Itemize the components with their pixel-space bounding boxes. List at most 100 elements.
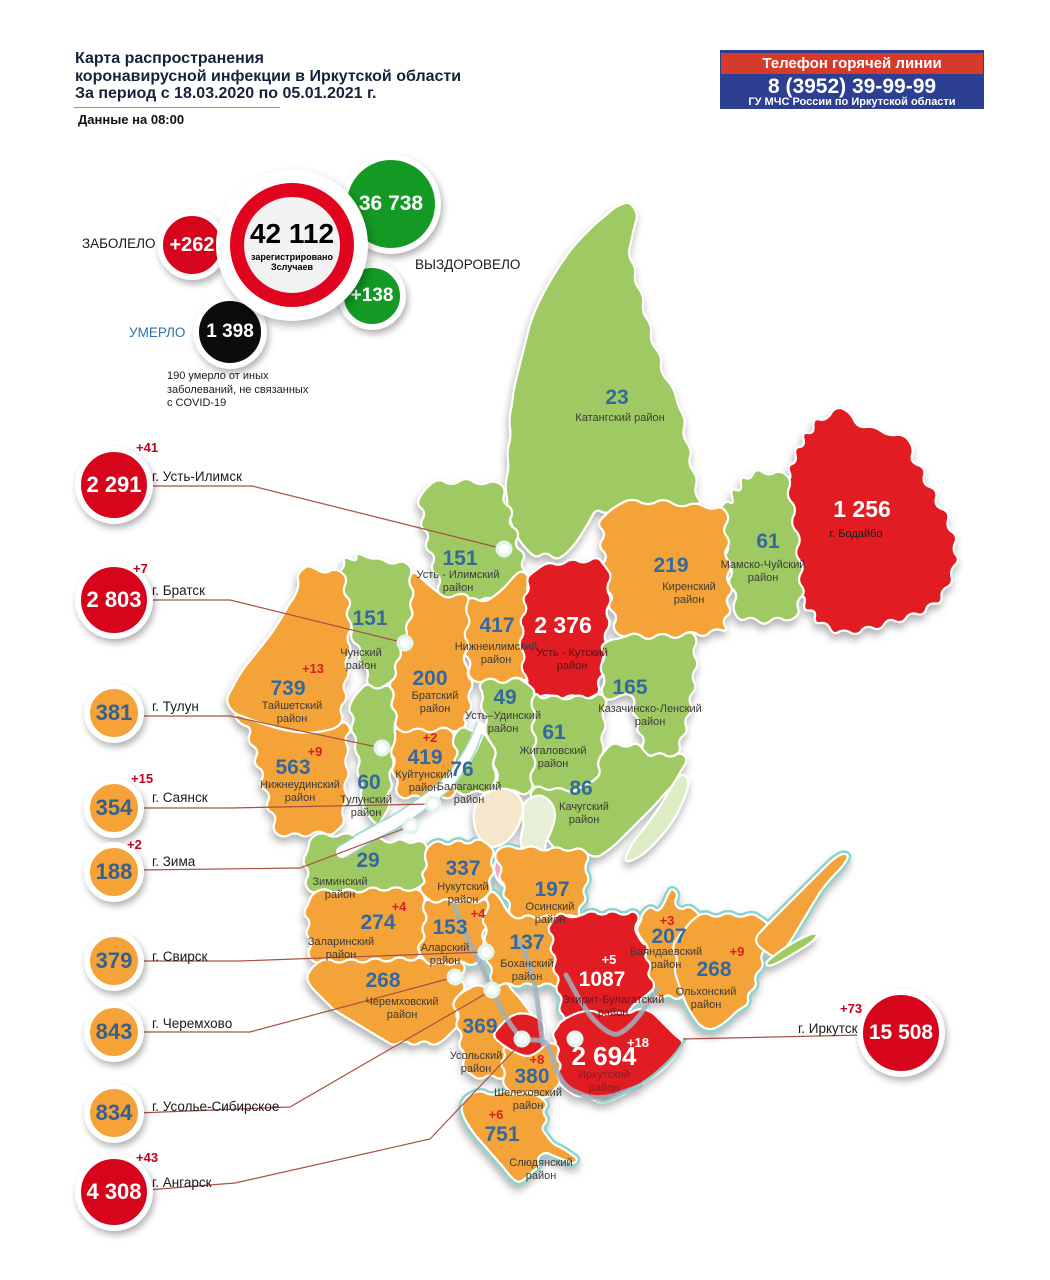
svg-text:район: район: [635, 716, 666, 728]
svg-text:район: район: [691, 999, 722, 1011]
svg-text:Качугский: Качугский: [559, 801, 609, 813]
svg-text:Иркутский: Иркутский: [578, 1069, 630, 1081]
svg-text:61: 61: [756, 530, 780, 553]
svg-text:165: 165: [612, 676, 647, 699]
svg-text:Балаганский: Балаганский: [437, 781, 501, 793]
svg-text:219: 219: [653, 554, 688, 577]
svg-text:Баяндаевский: Баяндаевский: [630, 946, 702, 958]
svg-text:Слюдянский: Слюдянский: [509, 1157, 572, 1169]
svg-text:Аларский: Аларский: [421, 942, 470, 954]
svg-text:район: район: [512, 971, 543, 983]
svg-text:Жигаловский: Жигаловский: [519, 745, 586, 757]
svg-text:район: район: [461, 1063, 492, 1075]
svg-text:+3: +3: [660, 913, 675, 928]
svg-text:2 376: 2 376: [534, 612, 592, 638]
svg-text:739: 739: [270, 677, 305, 700]
svg-text:151: 151: [352, 607, 387, 630]
svg-text:г. Бодайбо: г. Бодайбо: [830, 528, 883, 540]
svg-text:2 694: 2 694: [571, 1041, 637, 1071]
svg-text:район: район: [454, 794, 485, 806]
svg-text:29: 29: [356, 849, 379, 872]
svg-text:268: 268: [365, 969, 400, 992]
svg-text:Нукутский: Нукутский: [437, 881, 488, 893]
svg-text:Катангский район: Катангский район: [575, 412, 664, 424]
svg-text:207: 207: [651, 925, 686, 948]
svg-text:380: 380: [514, 1065, 549, 1088]
svg-text:419: 419: [407, 746, 442, 769]
svg-text:район: район: [409, 782, 440, 794]
svg-text:61: 61: [542, 721, 566, 744]
svg-text:район: район: [569, 814, 600, 826]
svg-text:Чунский: Чунский: [340, 647, 382, 659]
svg-text:Шелеховский: Шелеховский: [494, 1087, 562, 1099]
svg-text:Черемховский: Черемховский: [365, 996, 438, 1008]
svg-text:Осинский: Осинский: [526, 901, 575, 913]
svg-text:район: район: [651, 959, 682, 971]
svg-text:+13: +13: [302, 661, 324, 676]
svg-text:86: 86: [569, 777, 592, 800]
svg-text:район: район: [430, 955, 461, 967]
svg-text:417: 417: [479, 614, 514, 637]
svg-text:район: район: [285, 792, 316, 804]
svg-text:369: 369: [462, 1015, 497, 1038]
svg-text:1 256: 1 256: [833, 496, 891, 522]
svg-text:23: 23: [605, 386, 628, 409]
svg-text:район: район: [674, 594, 705, 606]
svg-text:Нижнеудинский: Нижнеудинский: [260, 779, 340, 791]
svg-text:1087: 1087: [579, 968, 626, 991]
svg-text:+9: +9: [730, 944, 745, 959]
svg-text:76: 76: [450, 758, 473, 781]
svg-text:Куйтунский: Куйтунский: [395, 769, 452, 781]
svg-text:район: район: [277, 713, 308, 725]
svg-text:район: район: [351, 807, 382, 819]
svg-text:+4: +4: [471, 906, 487, 921]
svg-text:Казачинско-Ленский: Казачинско-Ленский: [598, 703, 702, 715]
svg-text:200: 200: [412, 667, 447, 690]
svg-text:+2: +2: [423, 730, 438, 745]
svg-text:49: 49: [493, 686, 516, 709]
svg-text:Заларинский: Заларинский: [308, 936, 374, 948]
svg-text:137: 137: [509, 931, 544, 954]
svg-text:+8: +8: [530, 1052, 545, 1067]
svg-text:район: район: [589, 1082, 620, 1094]
svg-text:район: район: [557, 660, 588, 672]
svg-text:60: 60: [357, 771, 380, 794]
svg-text:Усть–Удинский: Усть–Удинский: [465, 710, 541, 722]
svg-text:Тайшетский: Тайшетский: [262, 700, 323, 712]
svg-text:+6: +6: [489, 1107, 504, 1122]
svg-text:Усть - Илимский: Усть - Илимский: [417, 569, 500, 581]
svg-text:район: район: [748, 572, 779, 584]
svg-text:+4: +4: [392, 899, 408, 914]
svg-text:район: район: [346, 660, 377, 672]
svg-text:+5: +5: [602, 952, 617, 967]
svg-text:район: район: [488, 723, 519, 735]
svg-text:Эхирит-Булагатский: Эхирит-Булагатский: [562, 994, 664, 1006]
svg-text:Киренский: Киренский: [662, 581, 715, 593]
svg-text:район: район: [325, 889, 356, 901]
svg-text:Боханский: Боханский: [500, 958, 553, 970]
svg-text:район: район: [443, 582, 474, 594]
svg-text:район: район: [448, 894, 479, 906]
svg-text:район: район: [513, 1100, 544, 1112]
svg-text:+18: +18: [627, 1035, 649, 1050]
svg-text:153: 153: [432, 916, 467, 939]
svg-text:Усть - Кутский: Усть - Кутский: [536, 647, 608, 659]
svg-text:район: район: [598, 1007, 629, 1019]
svg-text:751: 751: [484, 1123, 519, 1146]
svg-text:268: 268: [696, 958, 731, 981]
svg-text:151: 151: [442, 547, 477, 570]
svg-text:563: 563: [275, 756, 310, 779]
svg-text:Ольхонский: Ольхонский: [676, 986, 737, 998]
svg-text:Нижнеилимский: Нижнеилимский: [455, 641, 538, 653]
svg-text:Усольский: Усольский: [450, 1050, 503, 1062]
svg-text:337: 337: [445, 857, 480, 880]
svg-text:район: район: [387, 1009, 418, 1021]
svg-text:+9: +9: [308, 744, 323, 759]
svg-text:197: 197: [534, 878, 569, 901]
svg-text:Зиминский: Зиминский: [312, 876, 367, 888]
svg-text:район: район: [538, 758, 569, 770]
svg-text:Братский: Братский: [412, 690, 459, 702]
svg-text:район: район: [526, 1170, 557, 1182]
svg-text:Мамско-Чуйский: Мамско-Чуйский: [721, 559, 806, 571]
svg-text:район: район: [326, 949, 357, 961]
